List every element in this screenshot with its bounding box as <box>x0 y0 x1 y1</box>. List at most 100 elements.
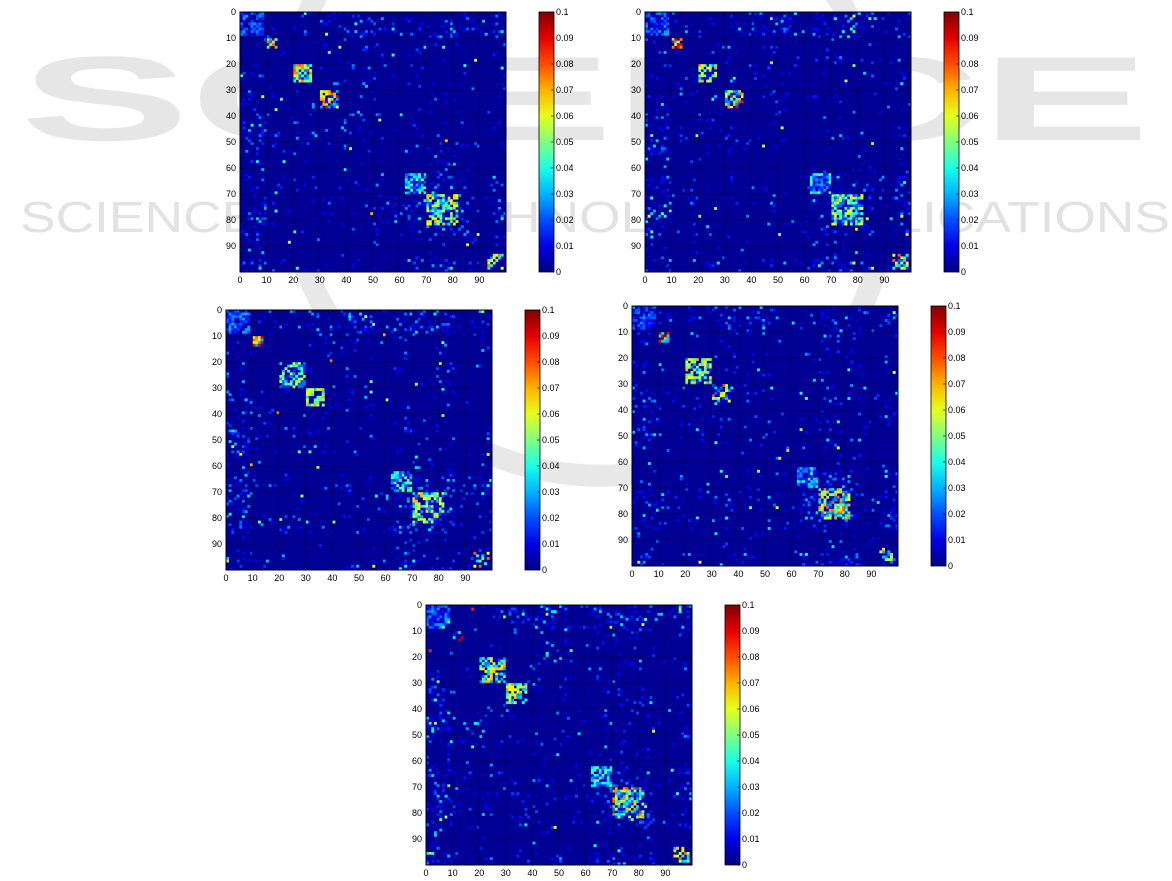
heatmap-cell <box>663 17 667 21</box>
heatmap-cell <box>638 659 642 663</box>
heatmap-cell <box>332 450 336 454</box>
heatmap-cell <box>417 507 421 511</box>
heatmap-cell <box>714 64 718 67</box>
heatmap-cell <box>537 615 541 619</box>
heatmap-cell <box>247 212 251 216</box>
heatmap-cell <box>348 312 352 316</box>
heatmap-cell <box>895 196 898 200</box>
heatmap-cell <box>244 453 248 456</box>
heatmap-cell <box>492 22 496 26</box>
heatmap-cell <box>650 134 654 138</box>
heatmap-cell <box>666 337 670 341</box>
heatmap-cell <box>249 411 253 415</box>
heatmap-cell <box>601 774 605 777</box>
heatmap-cell <box>780 139 784 143</box>
heatmap-cell <box>287 364 291 368</box>
heatmap-cell <box>284 427 288 430</box>
heatmap-cell <box>487 259 491 262</box>
heatmap-cell <box>303 380 307 384</box>
heatmap-cell <box>703 373 707 377</box>
heatmap-cell <box>604 776 608 780</box>
heatmap-cell <box>446 468 450 472</box>
heatmap-cell <box>524 807 528 811</box>
heatmap-cell <box>674 38 678 41</box>
heatmap-cell <box>470 320 474 324</box>
heatmap-cell <box>257 338 261 342</box>
heatmap-cell <box>617 800 621 803</box>
heatmap-cell <box>836 175 840 179</box>
heatmap-cell <box>366 518 370 521</box>
heatmap-cell <box>418 217 422 221</box>
heatmap-cell <box>249 463 253 467</box>
heatmap-cell <box>380 136 384 140</box>
heatmap-cell <box>439 620 443 624</box>
heatmap-cell <box>324 486 328 490</box>
heatmap-cell <box>261 30 265 34</box>
heatmap-cell <box>833 61 837 65</box>
heatmap-cell <box>617 664 621 668</box>
heatmap-cell <box>257 434 261 438</box>
heatmap-cell <box>293 178 297 182</box>
heatmap-cell <box>839 514 843 517</box>
heatmap-cell <box>481 349 485 352</box>
heatmap-cell <box>652 40 656 44</box>
colorbar-tick-label: 0.07 <box>542 383 560 393</box>
heatmap-cell <box>303 136 307 140</box>
x-tick-label: 20 <box>693 275 703 285</box>
heatmap-cell <box>436 605 440 608</box>
heatmap-cell <box>860 261 864 265</box>
heatmap-cell <box>297 377 301 381</box>
heatmap-cell <box>322 95 326 99</box>
heatmap-cell <box>685 376 689 380</box>
heatmap-cell <box>809 186 813 190</box>
heatmap-cell <box>855 514 859 517</box>
heatmap-cell <box>503 615 507 619</box>
heatmap-cell <box>812 188 816 192</box>
heatmap-cell <box>226 515 229 519</box>
heatmap-cell <box>706 365 710 369</box>
heatmap-cell <box>258 123 262 127</box>
heatmap-cell <box>426 802 429 806</box>
heatmap-cell <box>444 618 448 621</box>
heatmap-cell <box>706 381 710 385</box>
heatmap-cell <box>303 183 307 187</box>
heatmap-cell <box>545 831 549 835</box>
heatmap-cell <box>590 776 594 780</box>
heatmap-cell <box>426 186 430 190</box>
heatmap-cell <box>404 505 408 508</box>
colorbar-tick-label: 0.06 <box>948 405 966 415</box>
heatmap-cell <box>426 220 430 223</box>
heatmap-cell <box>407 191 411 195</box>
heatmap-cell <box>612 862 616 866</box>
heatmap-cell <box>650 136 654 140</box>
heatmap-cell <box>434 194 438 197</box>
heatmap-cell <box>716 261 720 265</box>
heatmap-cell <box>253 240 257 244</box>
heatmap-cell <box>625 805 629 809</box>
heatmap-cell <box>770 308 774 312</box>
heatmap-cell <box>228 429 232 433</box>
heatmap-cell <box>245 136 249 140</box>
heatmap-cell <box>543 657 546 660</box>
heatmap-cell <box>754 415 758 419</box>
heatmap-cell <box>833 217 837 221</box>
heatmap-cell <box>375 227 379 231</box>
heatmap-cell <box>596 857 600 861</box>
heatmap-cell <box>297 380 301 384</box>
heatmap-cell <box>647 438 651 442</box>
heatmap-cell <box>847 136 851 140</box>
heatmap-cell <box>868 266 872 270</box>
heatmap-cell <box>606 680 610 684</box>
heatmap-cell <box>596 615 600 619</box>
heatmap-cell <box>495 792 499 796</box>
heatmap-cell <box>436 520 440 524</box>
heatmap-cell <box>434 43 438 47</box>
heatmap-cell <box>486 489 490 493</box>
heatmap-cell <box>436 794 440 798</box>
heatmap-cell <box>447 753 451 757</box>
heatmap-cell <box>436 802 440 806</box>
heatmap-cell <box>300 364 304 368</box>
heatmap-cell <box>436 714 440 718</box>
heatmap-cell <box>823 498 827 502</box>
heatmap-cell <box>250 71 254 75</box>
